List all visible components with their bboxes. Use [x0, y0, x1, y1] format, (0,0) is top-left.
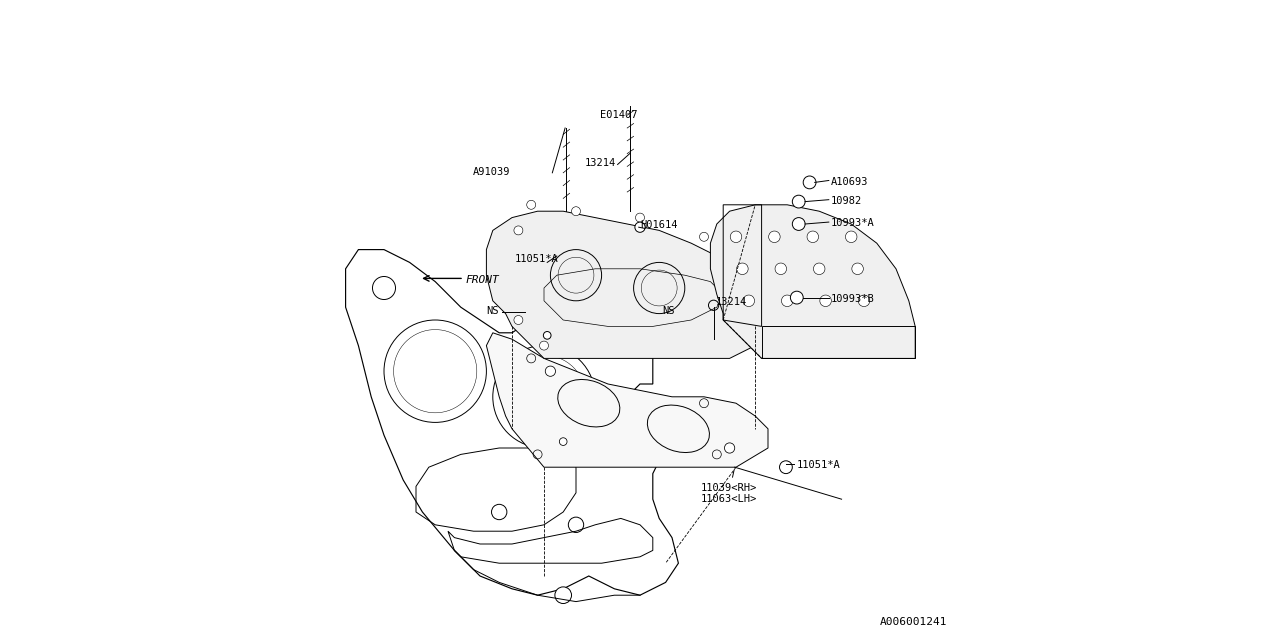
Text: 10993*A: 10993*A	[831, 218, 874, 228]
Circle shape	[737, 263, 749, 275]
Circle shape	[556, 587, 572, 604]
Circle shape	[513, 226, 524, 235]
Circle shape	[635, 213, 645, 222]
Circle shape	[776, 263, 786, 275]
Circle shape	[545, 366, 556, 376]
Circle shape	[732, 258, 740, 267]
Circle shape	[742, 295, 755, 307]
Text: H01614: H01614	[640, 220, 677, 230]
Circle shape	[571, 207, 581, 216]
Text: 10993*B: 10993*B	[831, 294, 874, 304]
Text: FRONT: FRONT	[466, 275, 499, 285]
Circle shape	[820, 295, 832, 307]
Circle shape	[540, 341, 549, 350]
Circle shape	[792, 195, 805, 208]
Circle shape	[730, 231, 742, 243]
Circle shape	[814, 263, 826, 275]
Circle shape	[527, 200, 536, 209]
Circle shape	[845, 231, 858, 243]
Text: NS: NS	[663, 306, 675, 316]
Text: A10693: A10693	[831, 177, 868, 187]
Circle shape	[699, 232, 709, 241]
Circle shape	[513, 316, 524, 324]
Circle shape	[635, 222, 645, 232]
Text: 11051*A: 11051*A	[796, 460, 841, 470]
Circle shape	[852, 263, 864, 275]
Circle shape	[781, 295, 794, 307]
Circle shape	[791, 291, 804, 304]
Text: 10982: 10982	[831, 196, 861, 206]
Text: 13214: 13214	[716, 297, 746, 307]
Text: NS: NS	[486, 306, 499, 316]
Text: 11039<RH>
11063<LH>: 11039<RH> 11063<LH>	[701, 470, 756, 504]
Polygon shape	[486, 333, 768, 467]
Circle shape	[559, 438, 567, 445]
Circle shape	[808, 231, 819, 243]
Circle shape	[745, 290, 753, 299]
Polygon shape	[486, 211, 755, 358]
Text: A006001241: A006001241	[879, 617, 947, 627]
Circle shape	[544, 332, 552, 339]
Text: A91039: A91039	[474, 167, 511, 177]
Circle shape	[768, 231, 781, 243]
Circle shape	[792, 218, 805, 230]
Circle shape	[859, 295, 870, 307]
Text: 11051*A: 11051*A	[516, 255, 559, 264]
Polygon shape	[710, 205, 915, 358]
Text: E01407: E01407	[600, 111, 637, 120]
Text: 13214: 13214	[585, 159, 616, 168]
Circle shape	[780, 461, 792, 474]
Circle shape	[804, 176, 817, 189]
Circle shape	[724, 443, 735, 453]
